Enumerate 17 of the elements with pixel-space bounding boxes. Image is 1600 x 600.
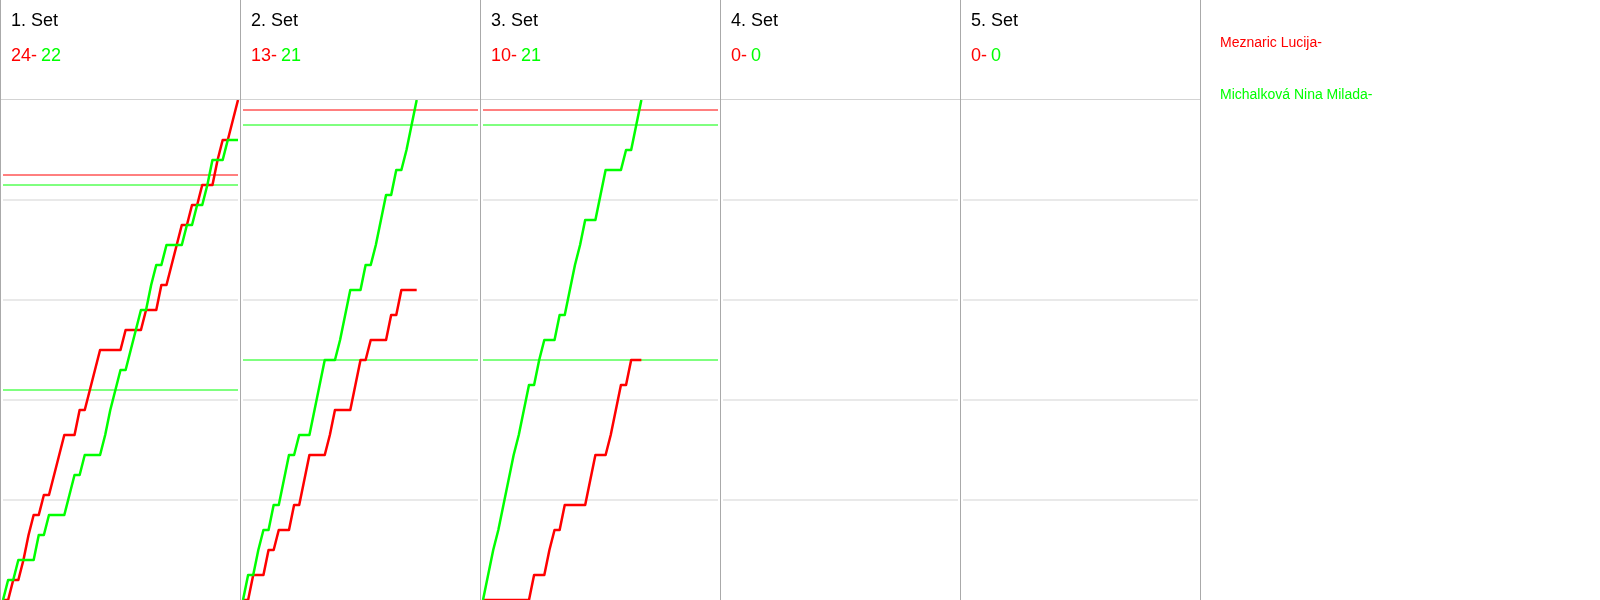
text: Meznaric Lucija- (1220, 34, 1323, 52)
text: 21 (521, 45, 542, 65)
text: 24- (11, 45, 38, 65)
text: 0- (731, 45, 748, 65)
text: 4. Set (731, 10, 780, 31)
text: 10- (491, 45, 518, 65)
text: 21 (281, 45, 302, 65)
chart-title: 2. Set (251, 10, 300, 31)
text: 0- (971, 45, 988, 65)
chart-title: 3. Set (491, 10, 540, 31)
text: 0 (991, 45, 1002, 65)
text: 5. Set (971, 10, 1020, 31)
text: 0 (751, 45, 762, 65)
chart-title: 1. Set (11, 10, 60, 31)
text: Michalková Nina Milada- (1220, 86, 1373, 104)
text: 13- (251, 45, 278, 65)
text: 22 (41, 45, 62, 65)
